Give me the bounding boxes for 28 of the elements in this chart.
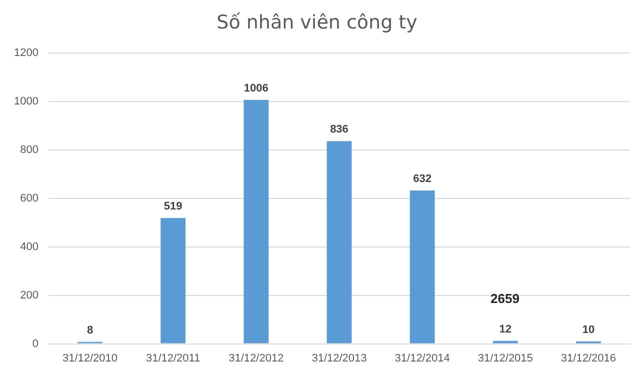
x-tick-label: 31/12/2013: [312, 352, 367, 364]
bar: [492, 340, 518, 344]
y-tick-label: 200: [20, 289, 38, 302]
x-tick-label: 31/12/2011: [146, 352, 200, 364]
bar: [326, 141, 352, 344]
data-label: 8: [86, 324, 94, 336]
annotation: 2659: [490, 290, 520, 306]
y-tick-label: 400: [20, 240, 38, 253]
data-label: 632: [413, 173, 432, 186]
x-tick-label: 31/12/2012: [228, 352, 284, 364]
y-tick-label: 0: [32, 338, 38, 350]
data-label: 10: [582, 324, 595, 336]
x-tick-label: 31/12/2010: [62, 352, 118, 364]
x-tick-label: 31/12/2015: [478, 352, 533, 364]
y-tick-label: 600: [20, 192, 38, 204]
x-tick-label: 31/12/2014: [394, 352, 450, 364]
x-tick-label: 31/12/2016: [560, 352, 616, 364]
bar: [160, 218, 186, 344]
bar: [244, 100, 269, 344]
data-label: 1006: [244, 82, 268, 94]
y-tick-label: 1000: [14, 95, 38, 108]
y-tick-label: 800: [20, 144, 38, 156]
chart-title: Số nhân viên công ty: [216, 11, 418, 34]
data-label: 12: [499, 323, 512, 336]
y-tick-label: 1200: [14, 46, 38, 59]
data-label: 836: [330, 124, 348, 136]
data-label: 519: [164, 200, 182, 212]
bar: [410, 190, 435, 344]
